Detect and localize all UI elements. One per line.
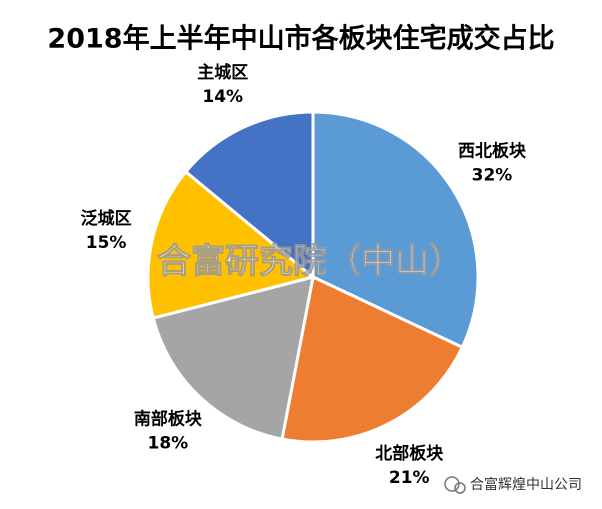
pie xyxy=(146,110,480,444)
pie-slice xyxy=(151,274,315,441)
pie-slice xyxy=(280,274,465,444)
slice-value-label: 14% xyxy=(202,87,243,107)
slice-label: 北部板块 xyxy=(375,443,444,464)
pie-slice xyxy=(311,110,480,350)
slice-label: 南部板块 xyxy=(134,409,203,430)
slice-value-label: 15% xyxy=(86,233,127,253)
chart-title: 2018年上半年中山市各板块住宅成交占比 xyxy=(47,23,554,55)
slice-value-label: 32% xyxy=(472,165,513,185)
slice-label: 西北板块 xyxy=(458,140,527,161)
pie-slice xyxy=(146,169,317,320)
footer-icon xyxy=(444,476,466,494)
slice-label: 泛城区 xyxy=(81,209,132,229)
watermark: 合富研究院（中山） xyxy=(157,242,463,282)
slice-value-label: 18% xyxy=(148,434,189,454)
slice-value-label: 21% xyxy=(389,468,430,488)
footer: 合富辉煌中山公司 xyxy=(470,476,582,493)
slice-label: 主城区 xyxy=(197,62,248,83)
pie-slice xyxy=(183,110,315,281)
